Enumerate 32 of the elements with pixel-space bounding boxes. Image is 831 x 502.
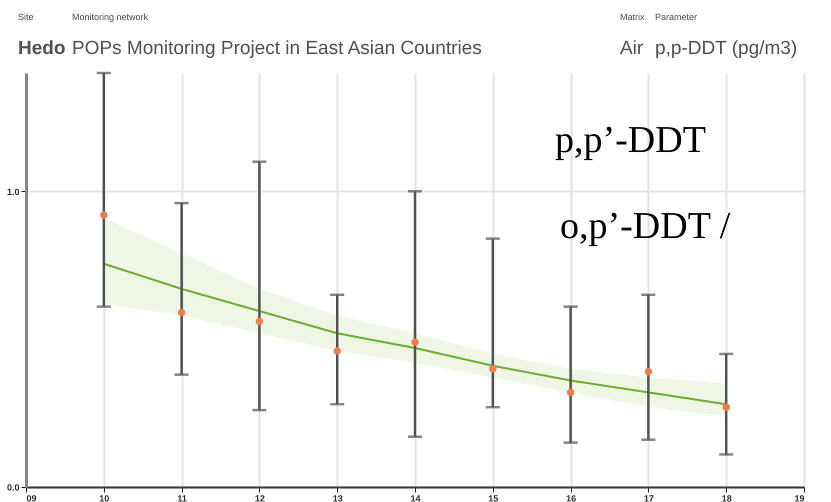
point — [256, 318, 264, 326]
text: Matrix — [620, 12, 644, 22]
text: Site — [18, 12, 34, 22]
point — [100, 211, 108, 219]
point — [333, 347, 341, 355]
point — [489, 365, 497, 372]
text: POPs Monitoring Project in East Asian Countries — [72, 38, 482, 60]
point — [722, 403, 730, 411]
x-tick-label: 13 — [332, 494, 343, 502]
x-tick-label: 15 — [488, 494, 498, 502]
y-tick-label: 1.0 — [6, 186, 20, 197]
annotation: o,p’-DDT / — [560, 204, 730, 248]
point — [566, 388, 574, 396]
y-tick-label: 0.0 — [6, 482, 20, 492]
text: Hedo — [18, 38, 66, 60]
text: Parameter — [655, 12, 698, 22]
x-tick-label: 17 — [644, 494, 654, 502]
x-tick-label: 19 — [794, 494, 804, 502]
x-tick-label: 10 — [99, 494, 110, 502]
point — [644, 368, 652, 376]
text: Monitoring network — [72, 12, 148, 22]
x-tick-label: 14 — [410, 494, 421, 502]
text: p,p-DDT (pg/m3) — [655, 38, 798, 60]
text: Air — [620, 38, 644, 60]
x-tick-label: 11 — [177, 494, 187, 502]
point — [178, 308, 186, 316]
x-tick-label: 12 — [254, 494, 265, 502]
x-tick-label: 16 — [566, 494, 576, 502]
x-tick-label: 09 — [26, 494, 37, 502]
x-tick-label: 18 — [722, 494, 732, 502]
annotation: p,p’-DDT — [555, 118, 706, 162]
point — [411, 338, 419, 346]
